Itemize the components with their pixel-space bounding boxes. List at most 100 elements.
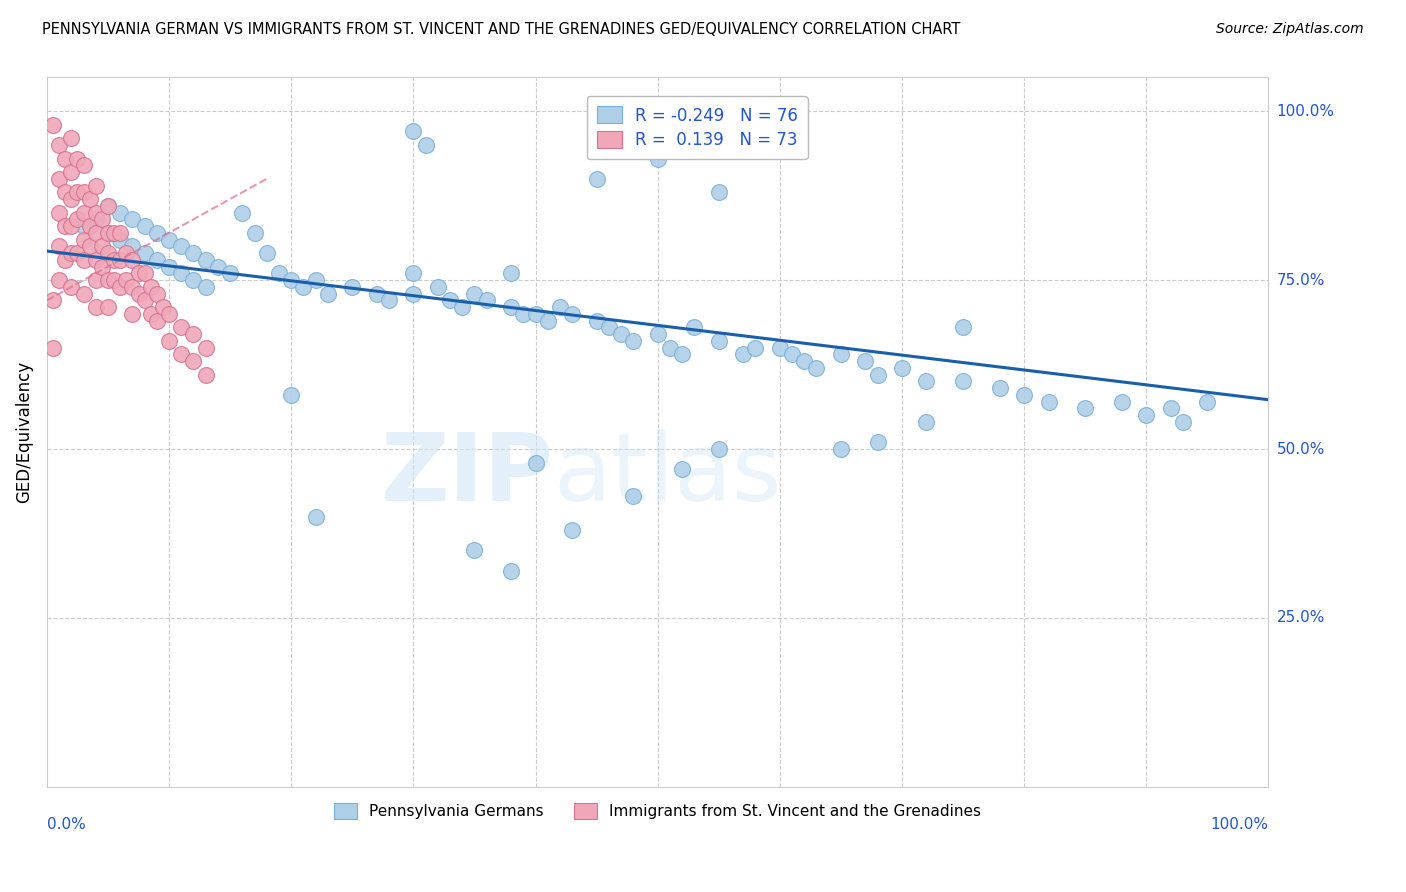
Point (60, 246, 83, 260)
Point (139, 307, 162, 321)
Point (60, 219, 83, 233)
Text: ZIP: ZIP (381, 429, 554, 521)
Point (183, 354, 205, 368)
Text: 50.0%: 50.0% (1277, 442, 1324, 457)
Text: atlas: atlas (554, 429, 782, 521)
Point (952, 320, 974, 334)
Point (134, 266, 156, 280)
Point (304, 273, 326, 287)
Point (60, 131, 83, 145)
Point (72, 252, 94, 267)
Point (1111, 394, 1133, 409)
Point (243, 226, 266, 240)
Point (744, 341, 766, 355)
Point (183, 273, 205, 287)
Text: 100.0%: 100.0% (1277, 103, 1334, 119)
Point (146, 286, 169, 301)
Point (53, 252, 76, 267)
Point (170, 347, 193, 361)
Point (683, 320, 706, 334)
Point (97, 273, 120, 287)
Point (304, 509, 326, 524)
Point (658, 341, 681, 355)
Point (183, 246, 205, 260)
Point (475, 293, 498, 308)
Point (915, 375, 938, 389)
Point (830, 347, 852, 361)
Point (60, 165, 83, 179)
Point (806, 361, 828, 376)
Point (793, 354, 815, 368)
Point (146, 226, 169, 240)
Point (439, 293, 461, 308)
Point (1038, 394, 1060, 409)
Point (121, 239, 143, 253)
Point (598, 320, 620, 334)
Point (1171, 415, 1194, 429)
Point (84, 212, 107, 227)
Point (108, 252, 131, 267)
Point (48, 239, 70, 253)
Point (115, 246, 138, 260)
Point (170, 239, 193, 253)
Point (108, 205, 131, 219)
Point (853, 354, 876, 368)
Point (66, 212, 89, 227)
Point (115, 273, 138, 287)
Point (121, 307, 143, 321)
Point (585, 313, 607, 327)
Point (66, 246, 89, 260)
Point (769, 341, 792, 355)
Point (66, 152, 89, 166)
Point (1074, 401, 1097, 416)
Point (671, 347, 693, 361)
Point (267, 266, 290, 280)
Point (103, 226, 125, 240)
Point (121, 280, 143, 294)
Point (621, 334, 644, 348)
Point (72, 233, 94, 247)
Point (647, 327, 669, 342)
Point (42, 118, 65, 132)
Point (463, 286, 485, 301)
Point (561, 307, 583, 321)
Point (60, 192, 83, 206)
Point (463, 543, 485, 558)
Point (157, 334, 180, 348)
Legend: Pennsylvania Germans, Immigrants from St. Vincent and the Grenadines: Pennsylvania Germans, Immigrants from St… (328, 797, 987, 825)
Point (90, 239, 112, 253)
Point (402, 124, 425, 138)
Point (72, 219, 94, 233)
Point (451, 300, 474, 314)
Point (952, 375, 974, 389)
Point (512, 307, 534, 321)
Point (152, 300, 174, 314)
Point (1160, 401, 1182, 416)
Point (183, 327, 205, 342)
Point (548, 300, 571, 314)
Point (707, 334, 730, 348)
Point (402, 266, 425, 280)
Point (194, 368, 217, 382)
Point (621, 489, 644, 503)
Point (84, 273, 107, 287)
Point (84, 205, 107, 219)
Point (610, 327, 633, 342)
Text: 0.0%: 0.0% (46, 817, 86, 832)
Point (72, 286, 94, 301)
Point (97, 226, 120, 240)
Point (103, 252, 125, 267)
Point (79, 192, 101, 206)
Point (53, 152, 76, 166)
Point (499, 266, 522, 280)
Text: 100.0%: 100.0% (1211, 817, 1268, 832)
Point (84, 300, 107, 314)
Text: 25.0%: 25.0% (1277, 610, 1324, 625)
Point (121, 252, 143, 267)
Point (48, 273, 70, 287)
Point (90, 212, 112, 227)
Point (134, 246, 156, 260)
Point (342, 280, 364, 294)
Point (108, 280, 131, 294)
Point (60, 280, 83, 294)
